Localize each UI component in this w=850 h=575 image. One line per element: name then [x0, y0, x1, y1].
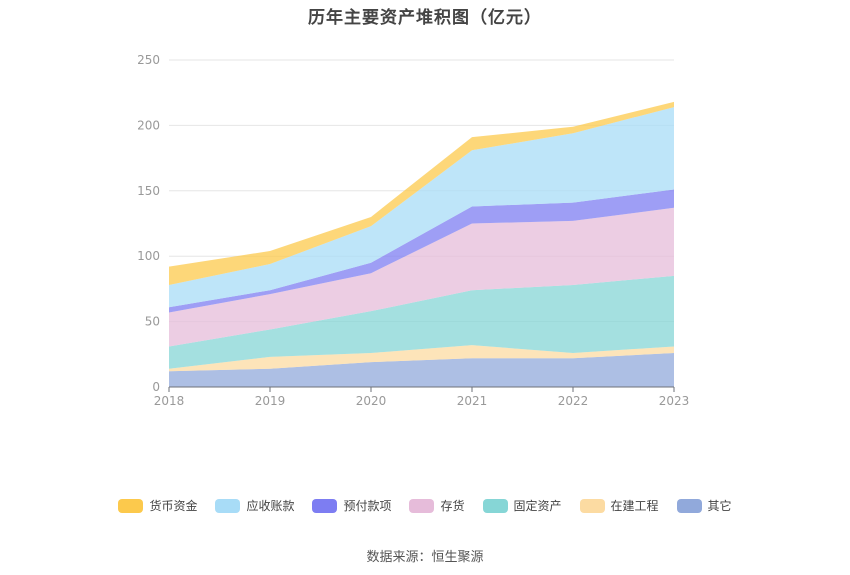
y-tick-label: 100 — [137, 249, 160, 263]
x-tick-label: 2018 — [154, 394, 185, 408]
legend-item[interactable]: 存货 — [409, 497, 465, 514]
y-tick-label: 0 — [152, 380, 160, 394]
y-tick-label: 250 — [137, 53, 160, 67]
legend: 货币资金 应收账款 预付款项 存货 固定资产 在建工程 其它 — [0, 497, 850, 514]
y-tick-label: 200 — [137, 118, 160, 132]
legend-label: 货币资金 — [149, 499, 198, 513]
data-source: 数据来源：恒生聚源 — [366, 550, 484, 565]
legend-item[interactable]: 预付款项 — [312, 497, 391, 514]
x-tick-label: 2021 — [457, 394, 488, 408]
legend-item[interactable]: 在建工程 — [579, 497, 659, 514]
legend-swatch — [409, 498, 435, 513]
legend-swatch — [482, 498, 508, 513]
legend-swatch — [215, 498, 241, 513]
legend-label: 预付款项 — [343, 499, 392, 513]
legend-label: 其它 — [707, 499, 732, 513]
legend-item[interactable]: 应收账款 — [215, 497, 294, 514]
legend-swatch — [579, 498, 605, 513]
legend-item[interactable]: 固定资产 — [482, 497, 562, 514]
area-series-货币资金[interactable] — [169, 101, 674, 285]
x-tick-label: 2019 — [255, 394, 286, 408]
x-tick-label: 2020 — [356, 394, 387, 408]
legend-label: 在建工程 — [610, 499, 659, 513]
legend-label: 应收账款 — [246, 499, 295, 513]
area-series-其它[interactable] — [169, 352, 674, 387]
area-series-固定资产[interactable] — [169, 275, 674, 369]
x-tick-label: 2022 — [558, 394, 589, 408]
legend-swatch — [676, 498, 702, 513]
area-series-存货[interactable] — [169, 207, 674, 347]
y-tick-label: 150 — [137, 184, 160, 198]
legend-label: 固定资产 — [513, 499, 562, 513]
legend-item[interactable]: 货币资金 — [118, 497, 197, 514]
legend-swatch — [312, 498, 338, 513]
chart-title: 历年主要资产堆积图（亿元） — [308, 8, 542, 28]
legend-label: 存货 — [440, 499, 465, 513]
y-tick-label: 50 — [145, 315, 160, 329]
x-tick-label: 2023 — [659, 394, 690, 408]
legend-item[interactable]: 其它 — [676, 497, 732, 514]
legend-swatch — [118, 498, 144, 513]
area-series-应收账款[interactable] — [169, 107, 674, 308]
area-series-在建工程[interactable] — [169, 345, 674, 372]
area-series-预付款项[interactable] — [169, 189, 674, 313]
